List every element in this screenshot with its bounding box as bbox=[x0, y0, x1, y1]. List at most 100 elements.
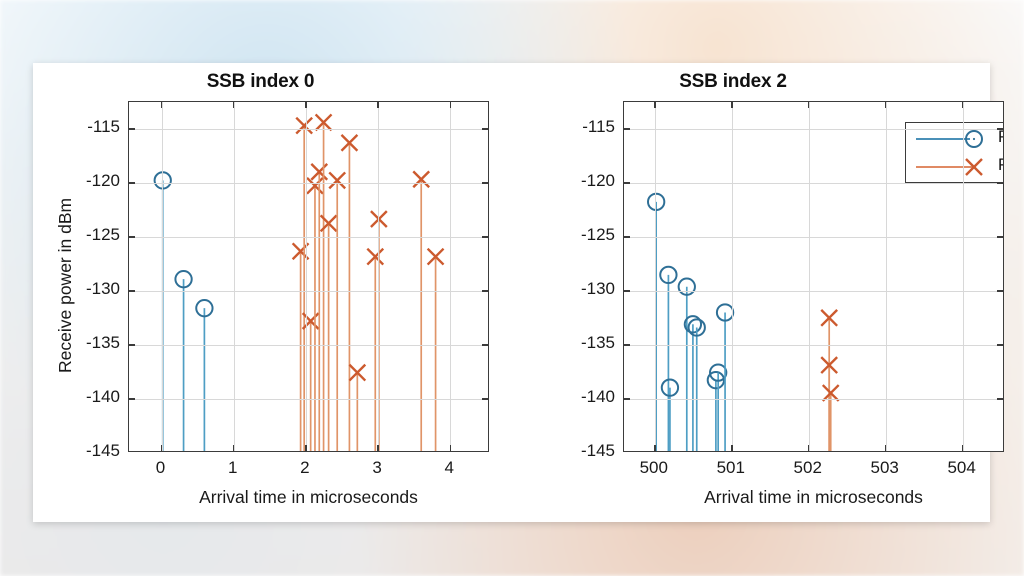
y-axis-tick bbox=[997, 344, 1003, 346]
legend-label-pci75: PCI 75 bbox=[998, 128, 1003, 147]
x-marker bbox=[306, 176, 324, 195]
x-tick-label: 4 bbox=[444, 458, 455, 477]
axes-left bbox=[128, 101, 489, 452]
gridline-horizontal bbox=[129, 399, 488, 400]
x-axis-tick bbox=[884, 445, 887, 451]
circle-marker bbox=[647, 192, 666, 212]
plot-canvas-left bbox=[153, 113, 445, 451]
series-pci-362 bbox=[820, 309, 840, 451]
x-tick-label: 502 bbox=[793, 458, 822, 477]
gridline-horizontal bbox=[129, 291, 488, 292]
circle-marker bbox=[659, 265, 678, 285]
x-axis-tick bbox=[305, 102, 307, 108]
x-tick-label: 1 bbox=[227, 458, 238, 477]
circle-marker bbox=[683, 315, 703, 334]
gridline-horizontal bbox=[624, 129, 1003, 130]
x-tick-label: 0 bbox=[155, 458, 166, 477]
gridline-vertical bbox=[450, 102, 452, 451]
x-marker bbox=[328, 171, 347, 190]
gridline-vertical bbox=[161, 102, 163, 451]
x-axis-tick bbox=[807, 445, 810, 451]
y-axis-tick bbox=[129, 290, 135, 292]
y-axis-tick bbox=[997, 236, 1003, 238]
x-axis-tick bbox=[160, 445, 163, 451]
x-tick-label: 2 bbox=[300, 458, 310, 477]
x-axis-tick bbox=[449, 445, 452, 451]
x-marker bbox=[821, 384, 840, 402]
circle-marker bbox=[687, 318, 706, 337]
y-axis-tick bbox=[624, 344, 630, 346]
y-tick-label: -115 bbox=[87, 117, 120, 136]
y-tick-label: -145 bbox=[85, 441, 120, 460]
x-marker bbox=[348, 363, 367, 382]
circle-marker bbox=[660, 378, 680, 397]
gridline-vertical bbox=[378, 102, 380, 451]
x-axis-tick bbox=[731, 445, 733, 451]
figure-card: SSB index 0 -115 -120 -125 -130 -135 -140 -145… bbox=[33, 63, 1004, 522]
y-axis-tick bbox=[482, 236, 488, 238]
y-axis-tick bbox=[482, 344, 488, 346]
y-tick-label: -140 bbox=[85, 387, 120, 406]
gridline-horizontal bbox=[624, 291, 1003, 292]
circle-marker bbox=[153, 171, 172, 190]
x-marker bbox=[310, 163, 329, 181]
x-axis-tick bbox=[305, 445, 307, 451]
x-axis-title-right: Arrival time in microseconds bbox=[704, 487, 923, 507]
y-axis-tick bbox=[624, 182, 630, 184]
circle-marker bbox=[706, 370, 726, 390]
gridline-horizontal bbox=[129, 237, 488, 238]
y-axis-title-left: Receive power in dBm bbox=[55, 197, 75, 373]
x-tick-label: 3 bbox=[372, 458, 382, 477]
axes-right: PCI 75 PCI 362 bbox=[623, 101, 1004, 452]
y-tick-label: -125 bbox=[580, 225, 615, 244]
x-tick-label: 501 bbox=[716, 458, 745, 477]
y-axis-tick bbox=[482, 290, 488, 292]
y-axis-tick bbox=[624, 128, 630, 130]
x-axis-tick bbox=[654, 445, 656, 451]
x-marker bbox=[366, 247, 385, 266]
x-axis-tick bbox=[654, 102, 656, 108]
gridline-horizontal bbox=[624, 345, 1003, 346]
legend-swatch-pci75 bbox=[916, 130, 983, 148]
y-axis-tick bbox=[129, 236, 135, 238]
circle-marker bbox=[174, 270, 193, 289]
gridline-horizontal bbox=[129, 183, 488, 184]
y-axis-tick bbox=[129, 128, 135, 130]
x-marker bbox=[295, 116, 313, 135]
y-tick-label: -145 bbox=[580, 441, 615, 460]
series-pci-75 bbox=[647, 192, 735, 451]
series-pci-75 bbox=[153, 171, 214, 451]
gridline-horizontal bbox=[129, 129, 488, 130]
legend-swatch-pci362 bbox=[916, 158, 983, 176]
gridline-horizontal bbox=[129, 345, 488, 346]
circle-marker bbox=[715, 303, 735, 322]
x-axis-title-left: Arrival time in microseconds bbox=[199, 487, 418, 507]
y-tick-label: -135 bbox=[85, 333, 120, 352]
legend-box: PCI 75 PCI 362 bbox=[905, 122, 1003, 183]
gridline-vertical bbox=[654, 102, 656, 451]
plot-ssb-index-0: SSB index 0 -115 -120 -125 -130 -135 -140 -145… bbox=[33, 63, 533, 522]
legend-label-pci362: PCI 362 bbox=[998, 156, 1003, 175]
y-tick-label: -120 bbox=[85, 171, 120, 190]
plot-canvas-right bbox=[647, 192, 840, 451]
circle-marker bbox=[677, 277, 696, 296]
plot-title-left: SSB index 0 bbox=[206, 71, 315, 92]
legend-entry-pci362: PCI 362 bbox=[906, 152, 1003, 182]
x-marker bbox=[820, 309, 838, 327]
y-axis-tick bbox=[624, 290, 630, 292]
gridline-vertical bbox=[233, 102, 235, 451]
y-tick-label: -120 bbox=[580, 171, 615, 190]
circle-marker bbox=[195, 299, 214, 318]
x-marker bbox=[301, 312, 320, 330]
gridline-vertical bbox=[962, 102, 964, 451]
x-marker bbox=[412, 170, 431, 189]
y-axis-tick bbox=[624, 398, 630, 400]
gridline-horizontal bbox=[624, 183, 1003, 184]
y-tick-label: -115 bbox=[582, 117, 615, 136]
y-tick-label: -140 bbox=[580, 387, 615, 406]
y-tick-label: -125 bbox=[85, 225, 120, 244]
y-axis-tick bbox=[482, 128, 488, 130]
x-axis-tick bbox=[884, 102, 887, 108]
x-marker bbox=[319, 214, 338, 233]
y-axis-tick bbox=[129, 398, 135, 400]
